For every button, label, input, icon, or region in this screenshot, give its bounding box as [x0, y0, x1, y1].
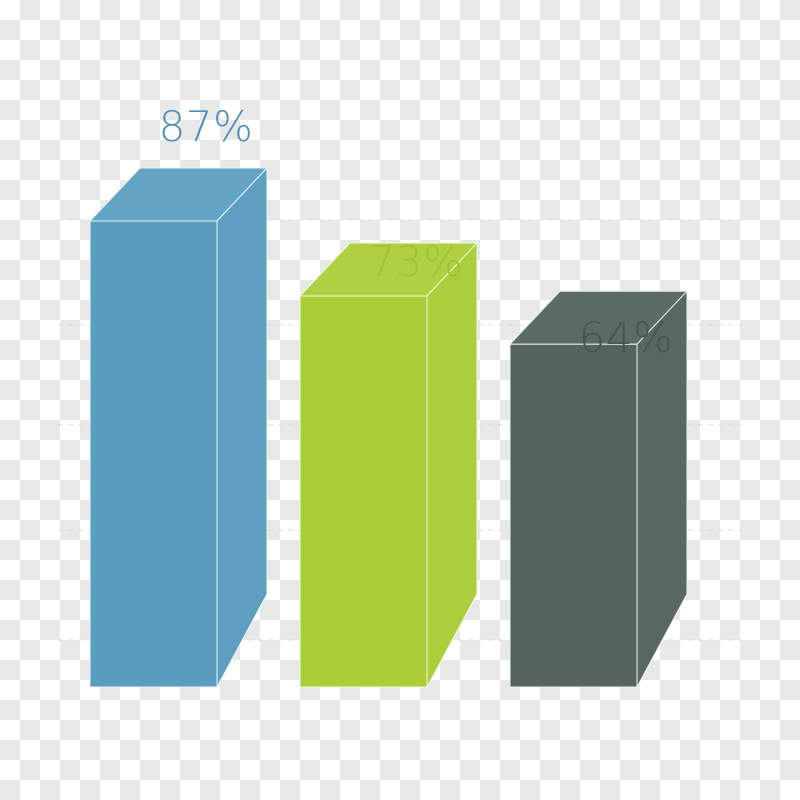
bar-value-label-1: 87% — [158, 102, 254, 151]
bar-value-label-2: 73% — [368, 237, 464, 286]
bar-value-label-3: 64% — [578, 313, 674, 362]
bar-3d[interactable] — [299, 242, 478, 688]
bar-front-face — [89, 220, 218, 688]
bar-side-face — [216, 167, 268, 688]
bar-front-face — [509, 343, 638, 688]
bar-front-face — [299, 295, 428, 688]
bar-3d[interactable] — [509, 290, 688, 688]
bar-side-face — [426, 242, 478, 688]
bars-group — [89, 167, 688, 688]
bar-3d[interactable] — [89, 167, 268, 688]
